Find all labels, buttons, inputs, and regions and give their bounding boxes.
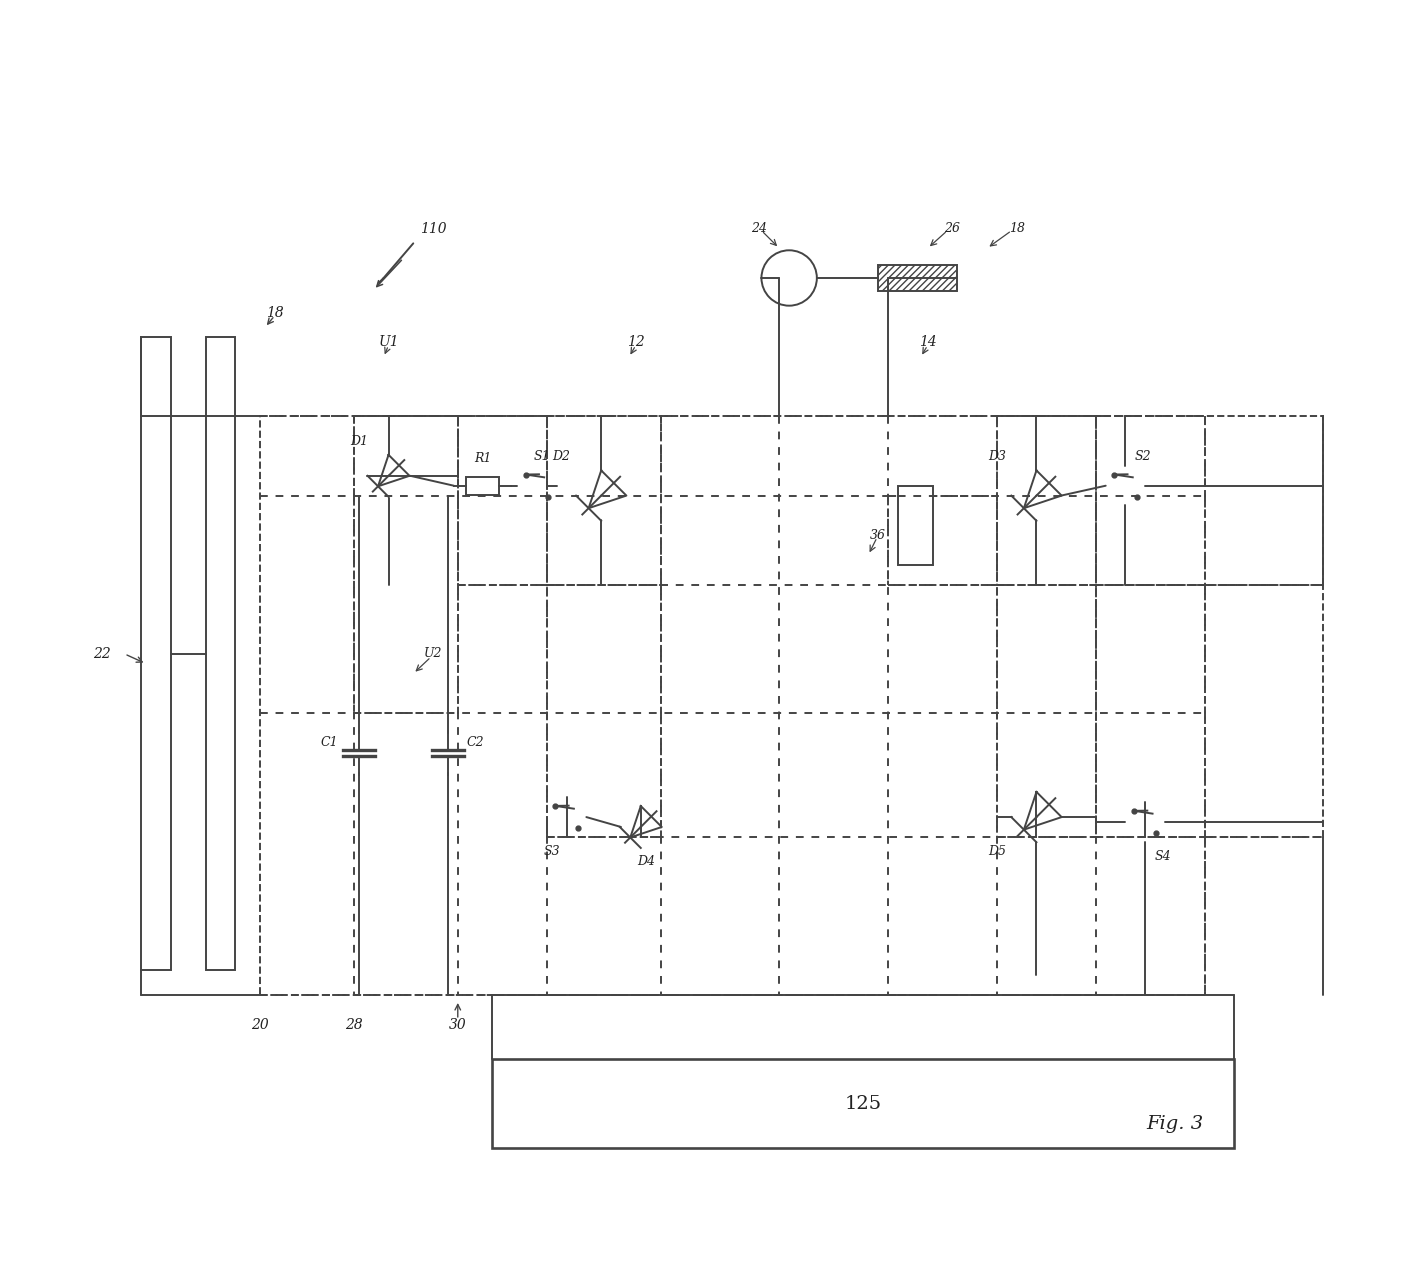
Bar <box>889 496 997 584</box>
Bar <box>457 416 547 584</box>
Bar <box>141 338 171 971</box>
Bar <box>205 338 235 971</box>
Bar <box>899 485 933 565</box>
Text: S1: S1 <box>534 449 550 462</box>
Text: U2: U2 <box>424 647 443 660</box>
Text: S3: S3 <box>544 845 560 858</box>
Text: 125: 125 <box>844 1095 881 1113</box>
Text: Fig. 3: Fig. 3 <box>1146 1115 1203 1132</box>
Text: S2: S2 <box>1135 449 1152 462</box>
Text: 18: 18 <box>266 306 283 320</box>
Text: 18: 18 <box>1008 222 1025 235</box>
Text: C2: C2 <box>467 737 484 750</box>
Bar <box>1096 416 1323 584</box>
Text: D3: D3 <box>988 449 1005 462</box>
Bar <box>355 416 457 713</box>
Text: D4: D4 <box>637 855 655 868</box>
Text: S4: S4 <box>1155 850 1172 863</box>
Text: 22: 22 <box>93 647 111 661</box>
Bar <box>1096 584 1323 837</box>
Text: D5: D5 <box>988 845 1005 858</box>
Text: U1: U1 <box>379 335 399 349</box>
Bar <box>493 1059 1235 1148</box>
Text: 20: 20 <box>251 1018 269 1032</box>
Text: 12: 12 <box>627 335 645 349</box>
Bar <box>997 584 1096 837</box>
Bar <box>547 416 661 584</box>
Bar <box>997 416 1096 584</box>
Text: 36: 36 <box>870 529 886 542</box>
Bar <box>879 265 957 291</box>
Text: 24: 24 <box>752 222 768 235</box>
Text: 28: 28 <box>345 1018 363 1032</box>
Bar <box>547 584 661 837</box>
Text: D2: D2 <box>553 449 571 462</box>
Text: D1: D1 <box>350 435 367 448</box>
Text: 110: 110 <box>420 222 446 235</box>
Bar <box>466 476 500 494</box>
Text: 26: 26 <box>944 222 960 235</box>
Text: 30: 30 <box>449 1018 467 1032</box>
Text: C1: C1 <box>320 737 337 750</box>
Bar <box>261 416 1205 995</box>
Text: R1: R1 <box>474 452 491 465</box>
Text: 14: 14 <box>918 335 937 349</box>
